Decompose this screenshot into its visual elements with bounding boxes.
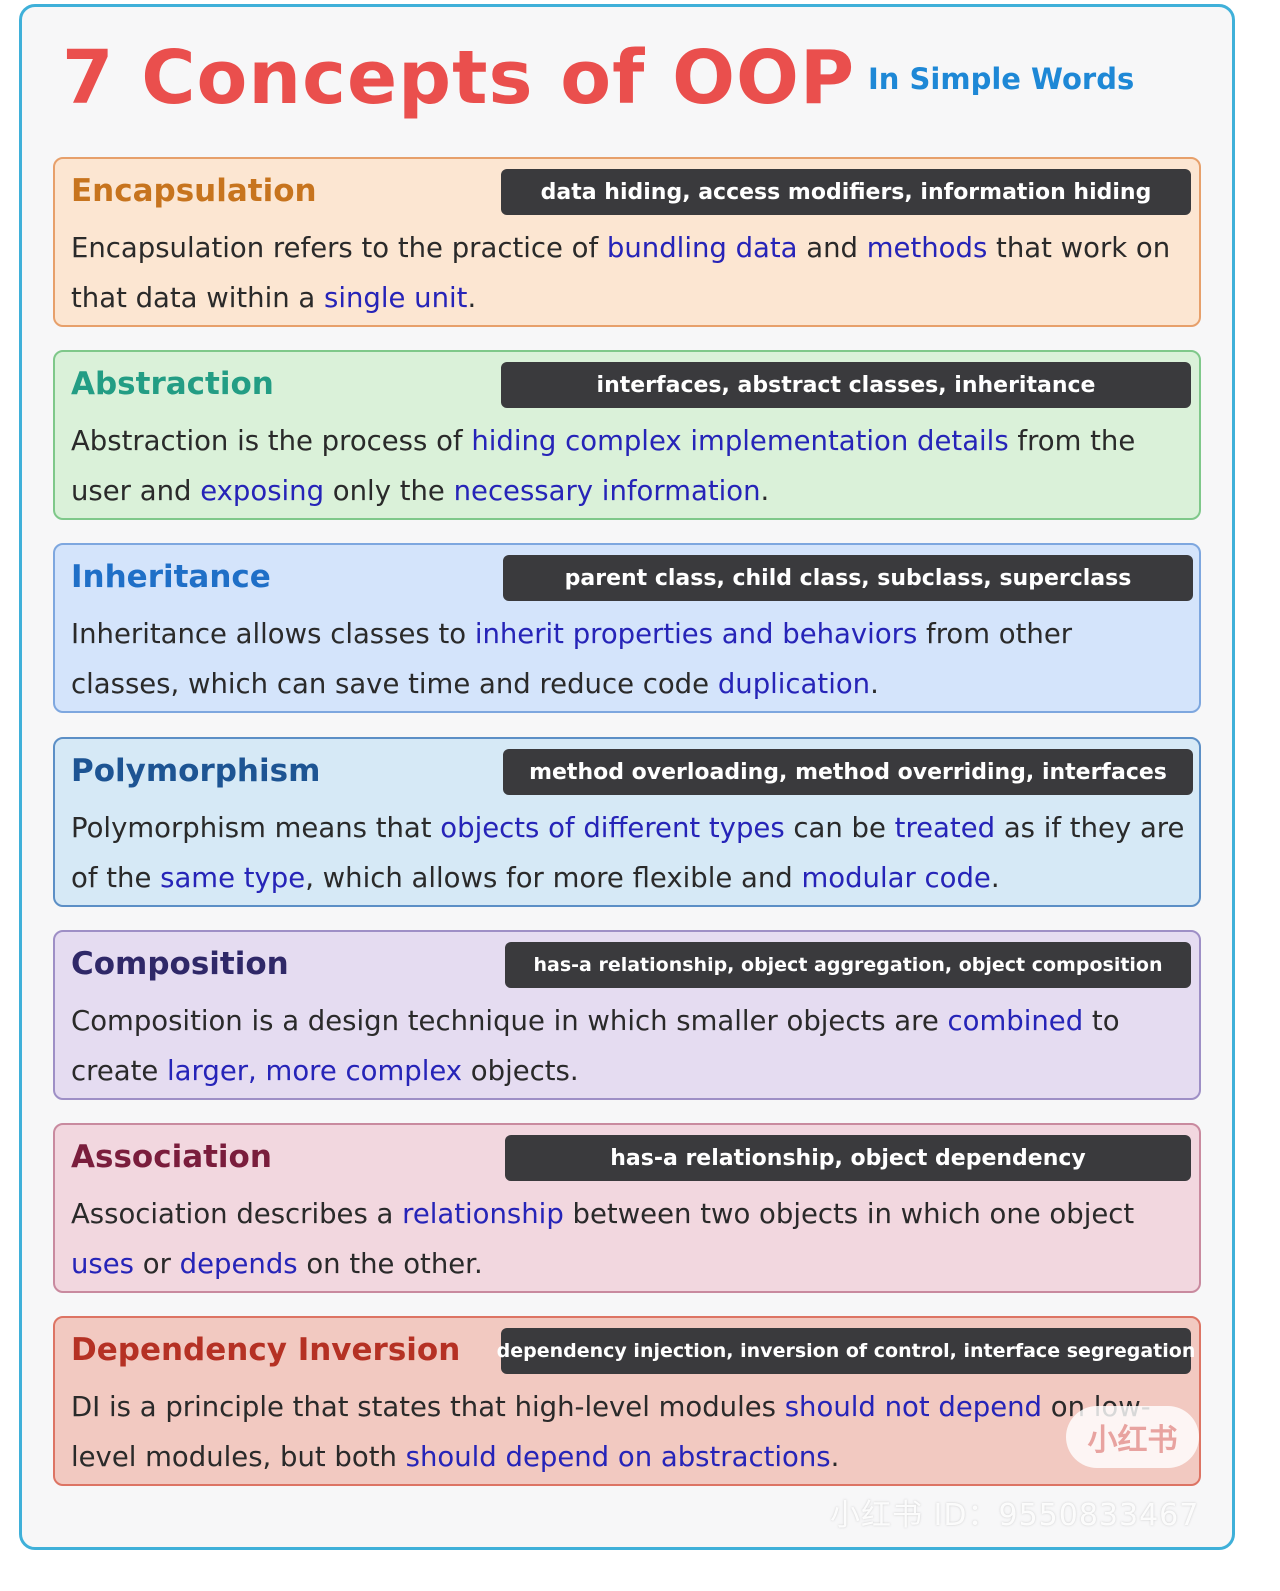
highlight-phrase: depends xyxy=(179,1248,298,1280)
card-abstraction: Abstraction interfaces, abstract classes… xyxy=(53,350,1201,520)
card-description: Abstraction is the process of hiding com… xyxy=(71,416,1189,516)
description-text: Composition is a design technique in whi… xyxy=(71,1005,948,1037)
keyword-tag: data hiding, access modifiers, informati… xyxy=(501,169,1191,215)
description-text: Encapsulation refers to the practice of xyxy=(71,232,607,264)
card-title: Abstraction xyxy=(71,366,274,402)
watermark-id: 小红书 ID：9550833467 xyxy=(830,1498,1200,1533)
description-text: Polymorphism means that xyxy=(71,812,441,844)
highlight-phrase: objects of different types xyxy=(440,812,785,844)
description-text: DI is a principle that states that high-… xyxy=(71,1391,785,1423)
card-inheritance: Inheritance parent class, child class, s… xyxy=(53,543,1201,713)
card-title: Dependency Inversion xyxy=(71,1332,461,1368)
description-text: from other classes, which can save time … xyxy=(71,618,1073,700)
highlight-phrase: methods xyxy=(866,232,988,264)
description-text: between two objects in which one object xyxy=(563,1198,1135,1230)
watermark-badge: 小红书 xyxy=(1066,1406,1199,1468)
page-subtitle: In Simple Words xyxy=(868,62,1135,96)
card-title: Composition xyxy=(71,946,289,982)
description-text: Abstraction is the process of xyxy=(71,425,472,457)
description-text: as if they are of the xyxy=(71,812,1185,894)
keyword-tag: parent class, child class, subclass, sup… xyxy=(503,555,1193,601)
card-description: Encapsulation refers to the practice of … xyxy=(71,223,1189,323)
description-text: can be xyxy=(784,812,895,844)
card-description: Inheritance allows classes to inherit pr… xyxy=(71,609,1189,709)
highlight-phrase: necessary information xyxy=(453,475,761,507)
card-polymorphism: Polymorphism method overloading, method … xyxy=(53,737,1201,907)
card-composition: Composition has-a relationship, object a… xyxy=(53,930,1201,1100)
description-text: or xyxy=(134,1248,180,1280)
highlight-phrase: hiding complex implementation details xyxy=(471,425,1009,457)
keyword-tag: method overloading, method overriding, i… xyxy=(503,749,1193,795)
highlight-phrase: modular code xyxy=(801,862,991,894)
description-text: Association describes a xyxy=(71,1198,403,1230)
card-title: Inheritance xyxy=(71,559,271,595)
card-title: Encapsulation xyxy=(71,173,317,209)
description-text: on low-level modules, but both xyxy=(71,1391,1151,1473)
card-encapsulation: Encapsulation data hiding, access modifi… xyxy=(53,157,1201,327)
card-description: Polymorphism means that objects of diffe… xyxy=(71,803,1189,903)
description-text: Inheritance allows classes to xyxy=(71,618,475,650)
description-text: from the user and xyxy=(71,425,1136,507)
description-text: . xyxy=(990,862,1000,894)
highlight-phrase: duplication xyxy=(717,668,871,700)
highlight-phrase: uses xyxy=(71,1248,135,1280)
highlight-phrase: combined xyxy=(947,1005,1084,1037)
card-description: DI is a principle that states that high-… xyxy=(71,1382,1189,1482)
highlight-phrase: should depend on abstractions xyxy=(405,1441,831,1473)
description-text: . xyxy=(830,1441,840,1473)
card-description: Association describes a relationship bet… xyxy=(71,1189,1189,1289)
highlight-phrase: exposing xyxy=(200,475,325,507)
highlight-phrase: single unit xyxy=(324,282,468,314)
keyword-tag: has-a relationship, object aggregation, … xyxy=(505,942,1191,988)
highlight-phrase: bundling data xyxy=(606,232,798,264)
description-text: objects. xyxy=(462,1055,579,1087)
description-text: , which allows for more flexible and xyxy=(305,862,802,894)
highlight-phrase: relationship xyxy=(402,1198,564,1230)
highlight-phrase: treated xyxy=(894,812,996,844)
card-title: Association xyxy=(71,1139,272,1175)
description-text: . xyxy=(467,282,477,314)
keyword-tag: dependency injection, inversion of contr… xyxy=(497,1328,1195,1374)
keyword-tag: has-a relationship, object dependency xyxy=(505,1135,1191,1181)
card-association: Association has-a relationship, object d… xyxy=(53,1123,1201,1293)
description-text: that work on that data within a xyxy=(71,232,1171,314)
highlight-phrase: should not depend xyxy=(784,1391,1042,1423)
description-text: and xyxy=(797,232,867,264)
description-text: to create xyxy=(71,1005,1120,1087)
description-text: . xyxy=(760,475,770,507)
description-text: on the other. xyxy=(297,1248,483,1280)
card-dependency-inversion: Dependency Inversion dependency injectio… xyxy=(53,1316,1201,1486)
keyword-tag: interfaces, abstract classes, inheritanc… xyxy=(501,362,1191,408)
highlight-phrase: inherit properties and behaviors xyxy=(474,618,918,650)
highlight-phrase: larger, more complex xyxy=(167,1055,463,1087)
page-title: 7 Concepts of OOP xyxy=(62,35,856,121)
description-text: . xyxy=(870,668,879,700)
card-title: Polymorphism xyxy=(71,753,321,789)
card-description: Composition is a design technique in whi… xyxy=(71,996,1189,1096)
description-text: only the xyxy=(324,475,454,507)
highlight-phrase: same type xyxy=(160,862,306,894)
